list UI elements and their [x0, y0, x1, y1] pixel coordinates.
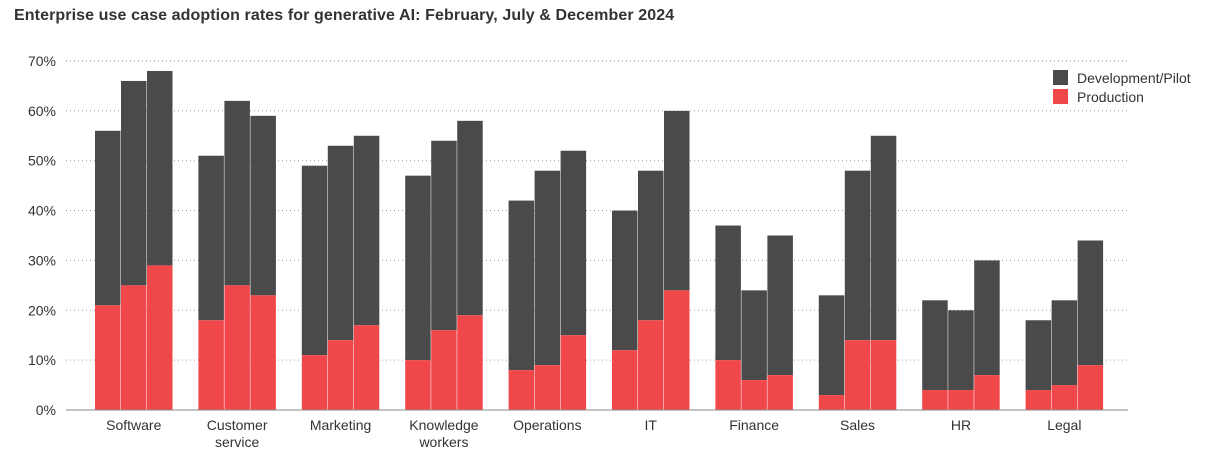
x-category-label: Legal	[1047, 417, 1081, 433]
bar-production	[121, 285, 147, 410]
bar-production	[715, 360, 741, 410]
x-category-label: HR	[951, 417, 971, 433]
x-category-label: Customer service	[207, 417, 268, 450]
bar-development-pilot	[715, 225, 741, 361]
x-category-label: Software	[106, 417, 161, 433]
y-tick-label: 10%	[28, 352, 56, 368]
y-axis-tick-labels: 0% 10% 20% 30% 40% 50% 60% 70%	[28, 53, 56, 418]
x-category-label: Knowledge workers	[409, 417, 478, 450]
bar-development-pilot	[534, 170, 561, 366]
bar-development-pilot	[198, 155, 224, 321]
y-tick-label: 40%	[28, 203, 56, 219]
bar-production	[250, 295, 276, 410]
bar-development-pilot	[767, 235, 793, 376]
bar-development-pilot	[1025, 320, 1052, 391]
bar-production	[664, 290, 690, 410]
bar-production	[922, 390, 948, 410]
bar-production	[534, 365, 561, 410]
bar-development-pilot	[612, 210, 638, 351]
bar-development-pilot	[121, 80, 147, 286]
bar-production	[1051, 385, 1078, 410]
bar-production	[198, 320, 224, 410]
bar-development-pilot	[1051, 300, 1078, 386]
bar-development-pilot	[301, 165, 328, 356]
legend-label-production: Production	[1077, 88, 1144, 105]
bar-production	[95, 305, 121, 410]
y-tick-label: 20%	[28, 302, 56, 318]
bar-development-pilot	[870, 135, 897, 341]
bar-development-pilot	[948, 310, 974, 391]
bar-development-pilot	[664, 110, 690, 291]
bar-development-pilot	[508, 200, 535, 371]
bar-production	[974, 375, 1000, 410]
bar-production	[560, 335, 587, 410]
bar-production	[638, 320, 664, 410]
bar-development-pilot	[147, 70, 173, 266]
x-category-label: Finance	[729, 417, 779, 433]
y-tick-label: 0%	[36, 402, 56, 418]
legend-item-production: Production	[1053, 87, 1191, 106]
x-category-label: IT	[645, 417, 658, 433]
bar-development-pilot	[560, 150, 587, 336]
bar-production	[457, 315, 483, 410]
bar-production	[508, 370, 535, 410]
legend: Development/Pilot Production	[1053, 68, 1191, 106]
bar-development-pilot	[405, 175, 431, 361]
bar-development-pilot	[431, 140, 457, 331]
bar-development-pilot	[1077, 240, 1104, 366]
bar-production	[844, 340, 871, 410]
bar-production	[405, 360, 431, 410]
y-tick-label: 50%	[28, 153, 56, 169]
chart-title: Enterprise use case adoption rates for g…	[14, 7, 675, 24]
bar-production	[224, 285, 250, 410]
bar-production	[431, 330, 457, 410]
x-axis-category-labels: Software Customer service Marketing Knowledg…	[106, 417, 1081, 450]
bar-production	[353, 325, 380, 410]
bars	[95, 70, 1104, 410]
bar-production	[870, 340, 897, 410]
bar-development-pilot	[95, 130, 121, 306]
bar-development-pilot	[327, 145, 354, 341]
bar-development-pilot	[922, 300, 948, 391]
legend-label-development-pilot: Development/Pilot	[1077, 69, 1191, 86]
bar-development-pilot	[250, 115, 276, 296]
bar-production	[767, 375, 793, 410]
bar-development-pilot	[457, 120, 483, 316]
y-tick-label: 60%	[28, 103, 56, 119]
x-category-label: Marketing	[310, 417, 371, 433]
bar-production	[301, 355, 328, 410]
bar-development-pilot	[353, 135, 380, 326]
bar-production	[1077, 365, 1104, 410]
bar-development-pilot	[638, 170, 664, 321]
bar-production	[818, 395, 845, 410]
legend-swatch-development-pilot	[1053, 70, 1068, 85]
bar-production	[327, 340, 354, 410]
legend-swatch-production	[1053, 89, 1068, 104]
legend-item-development-pilot: Development/Pilot	[1053, 68, 1191, 87]
bar-development-pilot	[974, 260, 1000, 376]
bar-development-pilot	[224, 100, 250, 286]
bar-production	[612, 350, 638, 410]
bar-development-pilot	[818, 295, 845, 396]
bar-production	[948, 390, 974, 410]
x-category-label: Sales	[840, 417, 875, 433]
bar-development-pilot	[741, 290, 767, 381]
bar-production	[741, 380, 767, 410]
y-tick-label: 70%	[28, 53, 56, 69]
x-category-label: Operations	[513, 417, 581, 433]
y-tick-label: 30%	[28, 252, 56, 268]
bar-development-pilot	[844, 170, 871, 341]
bar-production	[147, 265, 173, 410]
bar-production	[1025, 390, 1052, 410]
